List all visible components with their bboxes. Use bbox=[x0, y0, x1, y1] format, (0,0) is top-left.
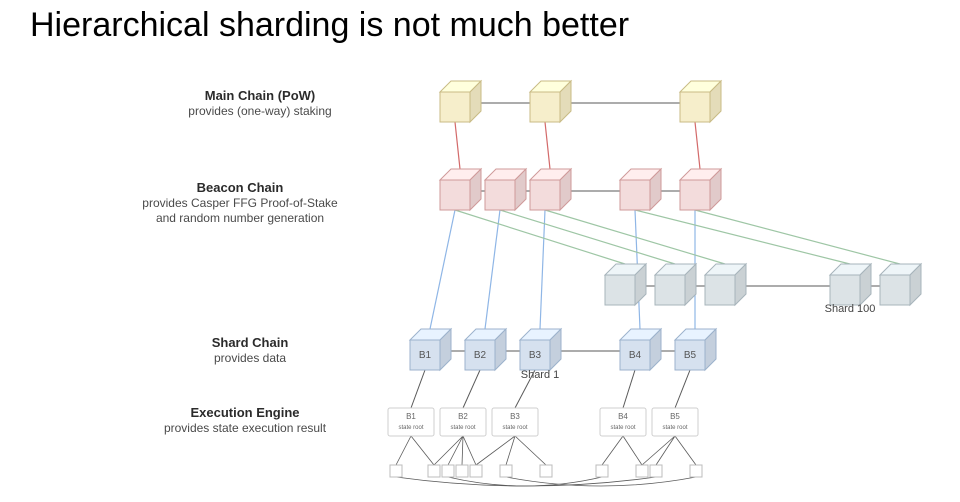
svg-text:B2: B2 bbox=[474, 350, 487, 361]
svg-text:B5: B5 bbox=[684, 350, 697, 361]
svg-text:Shard 1: Shard 1 bbox=[521, 369, 560, 381]
svg-text:B4: B4 bbox=[618, 412, 628, 421]
svg-text:B5: B5 bbox=[670, 412, 680, 421]
svg-text:state root: state root bbox=[398, 425, 423, 431]
svg-text:state root: state root bbox=[662, 425, 687, 431]
svg-text:B4: B4 bbox=[629, 350, 642, 361]
svg-text:state root: state root bbox=[502, 425, 527, 431]
svg-text:B2: B2 bbox=[458, 412, 468, 421]
svg-text:B3: B3 bbox=[529, 350, 542, 361]
svg-text:Shard 100: Shard 100 bbox=[825, 303, 876, 315]
svg-text:B3: B3 bbox=[510, 412, 520, 421]
svg-text:B1: B1 bbox=[419, 350, 432, 361]
svg-text:B1: B1 bbox=[406, 412, 416, 421]
svg-text:state root: state root bbox=[610, 425, 635, 431]
svg-text:state root: state root bbox=[450, 425, 475, 431]
diagram-stage: B1 B2 B3 B4 B5 B1 state root B2 state root B3 stat… bbox=[0, 0, 960, 502]
